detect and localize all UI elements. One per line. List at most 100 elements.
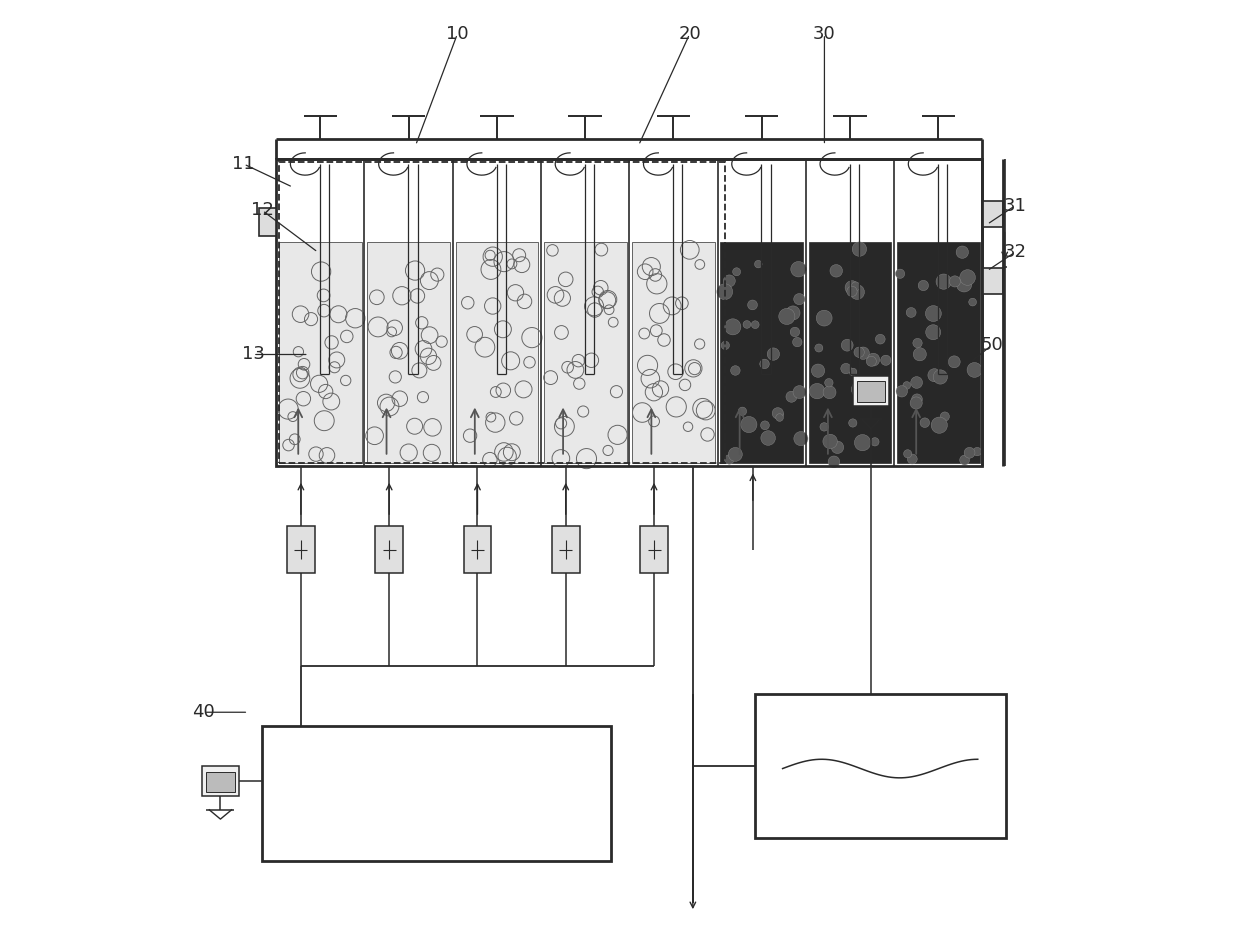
Circle shape — [956, 277, 972, 292]
Circle shape — [973, 447, 981, 456]
Bar — [552, 527, 579, 573]
Circle shape — [760, 359, 769, 369]
Bar — [632, 242, 714, 463]
Bar — [206, 772, 236, 792]
Circle shape — [815, 344, 823, 352]
Circle shape — [828, 456, 839, 468]
Circle shape — [728, 447, 743, 461]
Bar — [262, 726, 611, 861]
Circle shape — [849, 368, 857, 376]
Circle shape — [936, 274, 951, 289]
Circle shape — [895, 269, 905, 279]
Bar — [279, 242, 362, 463]
Bar — [982, 200, 1003, 226]
Circle shape — [751, 321, 759, 329]
Circle shape — [820, 422, 828, 432]
Text: 20: 20 — [678, 25, 701, 43]
Bar — [286, 527, 315, 573]
Circle shape — [786, 306, 800, 320]
Text: 31: 31 — [1003, 197, 1027, 214]
Circle shape — [857, 347, 869, 360]
Circle shape — [811, 364, 825, 377]
Bar — [544, 242, 626, 463]
Circle shape — [870, 438, 879, 446]
Circle shape — [773, 407, 784, 418]
Bar — [202, 766, 239, 796]
Circle shape — [950, 276, 961, 287]
Circle shape — [786, 391, 797, 403]
Circle shape — [760, 421, 769, 430]
Circle shape — [730, 365, 740, 376]
Circle shape — [825, 378, 833, 387]
Circle shape — [918, 281, 929, 291]
Bar — [857, 381, 885, 402]
Bar — [982, 268, 1003, 295]
Circle shape — [956, 246, 968, 258]
Circle shape — [841, 363, 851, 374]
Circle shape — [724, 455, 734, 464]
Circle shape — [880, 355, 890, 365]
Circle shape — [910, 377, 923, 389]
Circle shape — [848, 418, 857, 427]
Circle shape — [910, 397, 923, 409]
Bar — [853, 376, 889, 405]
Text: 11: 11 — [232, 155, 255, 173]
Circle shape — [791, 262, 806, 277]
Circle shape — [743, 321, 750, 328]
Circle shape — [794, 432, 808, 445]
Circle shape — [717, 283, 733, 299]
Circle shape — [761, 431, 775, 445]
Circle shape — [949, 356, 960, 368]
Circle shape — [722, 341, 729, 350]
Circle shape — [920, 418, 930, 428]
Circle shape — [965, 447, 975, 459]
Circle shape — [792, 337, 802, 347]
Circle shape — [816, 310, 832, 326]
Circle shape — [960, 269, 976, 285]
Circle shape — [733, 267, 740, 276]
Circle shape — [854, 434, 870, 451]
Circle shape — [940, 412, 950, 421]
Bar — [720, 242, 804, 463]
Circle shape — [867, 353, 879, 366]
Circle shape — [810, 383, 825, 399]
Bar — [376, 527, 403, 573]
Circle shape — [831, 441, 843, 454]
Bar — [367, 242, 450, 463]
Text: 12: 12 — [250, 201, 274, 219]
Text: 32: 32 — [1003, 243, 1027, 261]
Circle shape — [903, 381, 910, 390]
Circle shape — [875, 335, 885, 344]
Circle shape — [852, 381, 868, 398]
Text: 10: 10 — [446, 25, 469, 43]
Circle shape — [925, 306, 941, 322]
Circle shape — [897, 386, 908, 397]
Circle shape — [849, 284, 864, 299]
Circle shape — [748, 300, 758, 309]
Bar — [279, 162, 725, 463]
Circle shape — [774, 410, 784, 419]
Text: 40: 40 — [192, 704, 215, 721]
Circle shape — [725, 319, 740, 335]
Circle shape — [913, 348, 926, 361]
Circle shape — [823, 434, 837, 448]
Circle shape — [846, 281, 859, 295]
Circle shape — [830, 265, 842, 277]
Circle shape — [768, 348, 780, 361]
Bar — [455, 242, 538, 463]
Circle shape — [904, 450, 911, 458]
Circle shape — [913, 338, 923, 348]
Circle shape — [852, 242, 867, 256]
Circle shape — [926, 324, 941, 339]
Circle shape — [967, 363, 982, 377]
Circle shape — [928, 369, 941, 382]
Bar — [464, 527, 491, 573]
Bar — [808, 242, 892, 463]
Bar — [259, 208, 277, 236]
Circle shape — [779, 308, 795, 324]
Circle shape — [738, 407, 746, 416]
Circle shape — [960, 455, 970, 465]
Bar — [640, 527, 668, 573]
Circle shape — [794, 386, 806, 399]
Circle shape — [776, 414, 784, 421]
